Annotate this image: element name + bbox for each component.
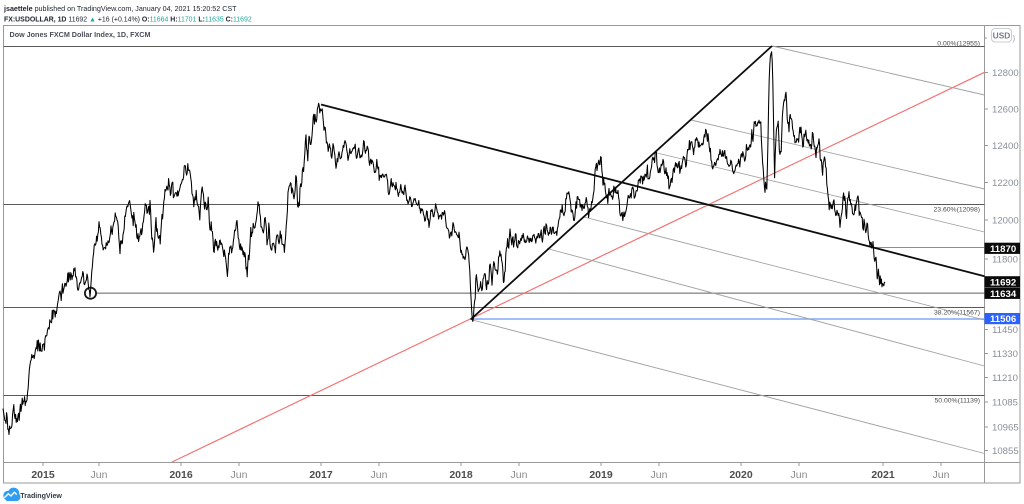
svg-text:Jun: Jun bbox=[933, 469, 950, 481]
svg-text:23.60%(12098): 23.60%(12098) bbox=[934, 206, 980, 213]
svg-text:2016: 2016 bbox=[169, 469, 193, 481]
svg-text:50.00%(11139): 50.00%(11139) bbox=[935, 397, 980, 404]
svg-text:2015: 2015 bbox=[31, 469, 55, 481]
svg-text:USD: USD bbox=[993, 31, 1011, 41]
svg-text:10965: 10965 bbox=[992, 422, 1019, 433]
svg-text:2018: 2018 bbox=[449, 469, 473, 481]
svg-text:Jun: Jun bbox=[651, 469, 668, 481]
svg-text:11085: 11085 bbox=[992, 397, 1018, 408]
svg-text:12400: 12400 bbox=[992, 141, 1019, 152]
svg-text:12000: 12000 bbox=[992, 215, 1019, 226]
svg-text:2020: 2020 bbox=[729, 469, 753, 481]
svg-text:11506: 11506 bbox=[990, 314, 1016, 325]
svg-text:2017: 2017 bbox=[309, 469, 333, 481]
svg-text:12800: 12800 bbox=[992, 68, 1019, 79]
svg-text:0.00%(12955): 0.00%(12955) bbox=[937, 41, 980, 48]
svg-text:TradingView: TradingView bbox=[20, 492, 62, 500]
svg-text:Jun: Jun bbox=[231, 469, 248, 481]
svg-text:Dow Jones FXCM Dollar Index, 1: Dow Jones FXCM Dollar Index, 1D, FXCM bbox=[10, 30, 151, 39]
svg-text:12200: 12200 bbox=[992, 178, 1019, 189]
svg-text:12600: 12600 bbox=[992, 104, 1019, 115]
svg-text:11870: 11870 bbox=[990, 244, 1016, 255]
svg-text:Jun: Jun bbox=[371, 469, 388, 481]
svg-text:11210: 11210 bbox=[992, 373, 1018, 384]
svg-text:11692: 11692 bbox=[990, 277, 1016, 288]
svg-text:Jun: Jun bbox=[91, 469, 108, 481]
svg-text:11330: 11330 bbox=[992, 349, 1018, 360]
svg-text:): ) bbox=[1013, 34, 1016, 43]
svg-text:2021: 2021 bbox=[871, 469, 895, 481]
svg-text:2019: 2019 bbox=[589, 469, 613, 481]
svg-text:11800: 11800 bbox=[992, 254, 1018, 265]
svg-text:11450: 11450 bbox=[992, 325, 1018, 336]
svg-text:11634: 11634 bbox=[990, 289, 1017, 300]
svg-text:10855: 10855 bbox=[992, 446, 1019, 457]
svg-text:Jun: Jun bbox=[791, 469, 808, 481]
svg-text:Jun: Jun bbox=[511, 469, 528, 481]
svg-text:FX:USDOLLAR, 1D 11692 ▲ +16 (: FX:USDOLLAR, 1D 11692 ▲ +16 (+0.14%) O:1… bbox=[4, 17, 252, 24]
svg-text:jsaettele published on Trading: jsaettele published on TradingView.com, … bbox=[3, 5, 237, 13]
